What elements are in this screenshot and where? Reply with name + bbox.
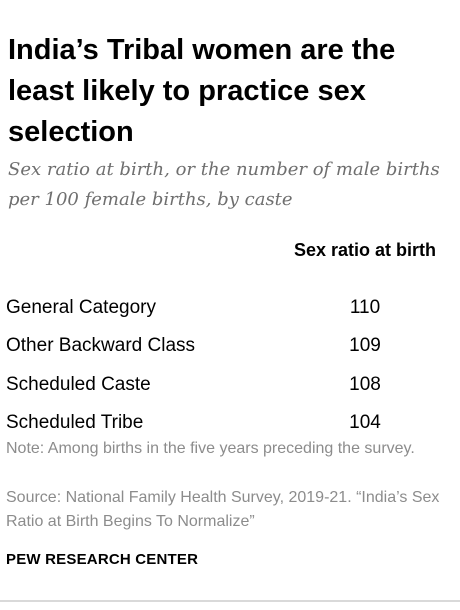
row-label: Scheduled Caste [6, 374, 151, 395]
brand-wordmark: PEW RESEARCH CENTER [6, 551, 199, 568]
data-table: Sex ratio at birth General Category 110 … [0, 232, 460, 442]
table-row: General Category 110 [0, 288, 460, 326]
row-label: Scheduled Tribe [6, 412, 144, 433]
chart-subtitle: Sex ratio at birth, or the number of mal… [8, 159, 440, 210]
top-border [0, 0, 460, 6]
table-row: Scheduled Tribe 104 [0, 403, 460, 441]
row-label: Other Backward Class [6, 335, 196, 356]
chart-title: India’s Tribal women are the least likel… [8, 34, 396, 148]
row-value: 109 [349, 335, 381, 356]
chart-source: Source: National Family Health Survey, 2… [6, 489, 440, 530]
chart-note: Note: Among births in the five years pre… [6, 440, 415, 457]
bottom-divider [0, 600, 460, 602]
row-value: 110 [349, 297, 381, 318]
column-header-sex-ratio: Sex ratio at birth [293, 240, 437, 260]
row-value: 104 [349, 412, 381, 433]
row-value: 108 [349, 374, 381, 395]
table-row: Other Backward Class 109 [0, 326, 460, 364]
row-label: General Category [6, 297, 156, 318]
table-row: Scheduled Caste 108 [0, 365, 460, 403]
